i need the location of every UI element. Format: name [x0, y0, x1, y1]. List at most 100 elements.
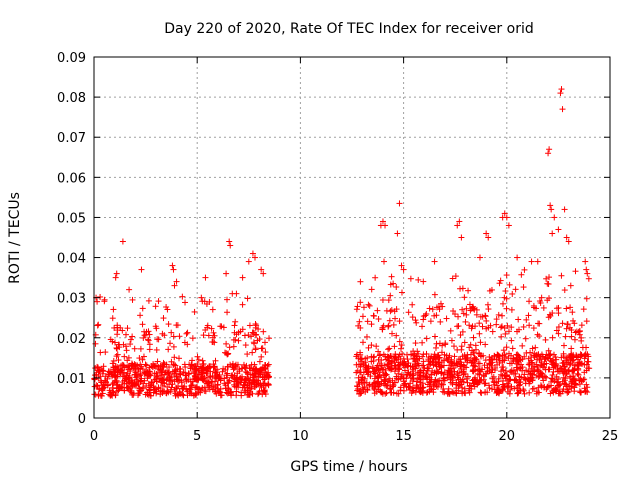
data-point	[206, 379, 213, 386]
data-point	[508, 306, 515, 313]
data-point	[209, 339, 216, 346]
data-point	[501, 210, 508, 217]
data-point	[518, 374, 525, 381]
data-point	[168, 329, 175, 336]
data-point	[407, 380, 414, 387]
data-point	[160, 315, 167, 322]
data-point	[526, 389, 533, 396]
data-point	[427, 378, 434, 385]
data-point	[214, 381, 221, 388]
data-point	[547, 202, 554, 209]
data-point	[434, 368, 441, 375]
data-point	[157, 366, 164, 373]
data-point	[446, 352, 453, 359]
data-point	[562, 371, 569, 378]
data-point	[244, 351, 251, 358]
data-point	[480, 372, 487, 379]
data-point	[467, 307, 474, 314]
data-point	[239, 365, 246, 372]
data-point	[470, 334, 477, 341]
data-point	[199, 365, 206, 372]
data-point	[245, 258, 252, 265]
data-point	[139, 321, 146, 328]
data-point	[365, 344, 372, 351]
data-point	[145, 297, 152, 304]
data-point	[136, 372, 143, 379]
y-tick-label: 0.04	[57, 252, 86, 267]
data-point	[486, 287, 493, 294]
data-point	[548, 206, 555, 213]
data-point	[505, 222, 512, 229]
data-point	[400, 266, 407, 273]
data-point	[370, 312, 377, 319]
data-point	[251, 361, 258, 368]
data-point	[476, 330, 483, 337]
data-point	[467, 341, 474, 348]
data-point	[206, 365, 213, 372]
data-point	[484, 301, 491, 308]
data-point	[135, 366, 142, 373]
data-point	[173, 373, 180, 380]
data-point	[145, 371, 152, 378]
data-point	[257, 380, 264, 387]
data-point	[181, 339, 188, 346]
data-point	[383, 371, 390, 378]
data-point	[234, 374, 241, 381]
data-point	[363, 333, 370, 340]
data-point	[495, 311, 502, 318]
data-point	[389, 330, 396, 337]
data-point	[366, 302, 373, 309]
data-point	[556, 390, 563, 397]
data-point	[260, 270, 267, 277]
data-point	[146, 341, 153, 348]
data-point	[179, 391, 186, 398]
data-point	[374, 379, 381, 386]
data-point	[471, 367, 478, 374]
data-point	[471, 357, 478, 364]
data-point	[443, 315, 450, 322]
data-point	[132, 364, 139, 371]
data-point	[140, 353, 147, 360]
data-point	[537, 369, 544, 376]
data-point	[136, 355, 143, 362]
data-point	[469, 347, 476, 354]
data-point	[544, 297, 551, 304]
data-point	[115, 357, 122, 364]
data-point	[499, 364, 506, 371]
data-point	[518, 271, 525, 278]
data-point	[582, 388, 589, 395]
data-point	[248, 333, 255, 340]
data-point	[474, 381, 481, 388]
data-point	[511, 385, 518, 392]
data-point	[581, 385, 588, 392]
data-point	[235, 329, 242, 336]
data-point	[529, 385, 536, 392]
data-point	[584, 384, 591, 391]
data-point	[245, 332, 252, 339]
data-point	[386, 317, 393, 324]
data-point	[262, 365, 269, 372]
data-point	[431, 312, 438, 319]
data-point	[548, 375, 555, 382]
data-point	[112, 363, 119, 370]
data-point	[470, 368, 477, 375]
data-point	[418, 388, 425, 395]
data-point	[379, 218, 386, 225]
data-point	[118, 384, 125, 391]
data-point	[510, 367, 517, 374]
data-point	[153, 346, 160, 353]
data-point	[516, 379, 523, 386]
data-point	[170, 361, 177, 368]
data-point	[432, 344, 439, 351]
data-point	[388, 273, 395, 280]
data-point	[92, 365, 99, 372]
data-point	[99, 382, 106, 389]
data-point	[538, 358, 545, 365]
data-point	[466, 322, 473, 329]
data-point	[578, 389, 585, 396]
data-point	[526, 322, 533, 329]
data-point	[448, 337, 455, 344]
data-point	[415, 276, 422, 283]
data-point	[174, 391, 181, 398]
data-point	[139, 356, 146, 363]
